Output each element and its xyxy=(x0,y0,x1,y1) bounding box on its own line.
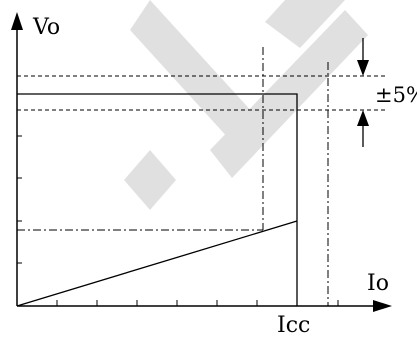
tolerance-label: ±5% xyxy=(375,83,417,107)
watermark-stroke-1 xyxy=(130,0,255,140)
x-axis-label: Io xyxy=(367,271,389,296)
watermark-stroke-4 xyxy=(124,150,176,210)
y-axis-label: Vo xyxy=(32,15,60,40)
x-axis-ticks xyxy=(56,300,339,306)
icc-label: Icc xyxy=(277,313,310,338)
x-axis-arrowhead xyxy=(373,300,392,312)
tolerance-arrow-bottom-head xyxy=(357,110,369,126)
y-axis-ticks xyxy=(17,135,22,264)
watermark xyxy=(124,0,368,210)
watermark-stroke-2 xyxy=(265,0,345,48)
y-axis-arrowhead xyxy=(11,12,23,30)
foldback-current-line xyxy=(16,220,298,307)
tolerance-arrow-top-head xyxy=(357,60,369,76)
